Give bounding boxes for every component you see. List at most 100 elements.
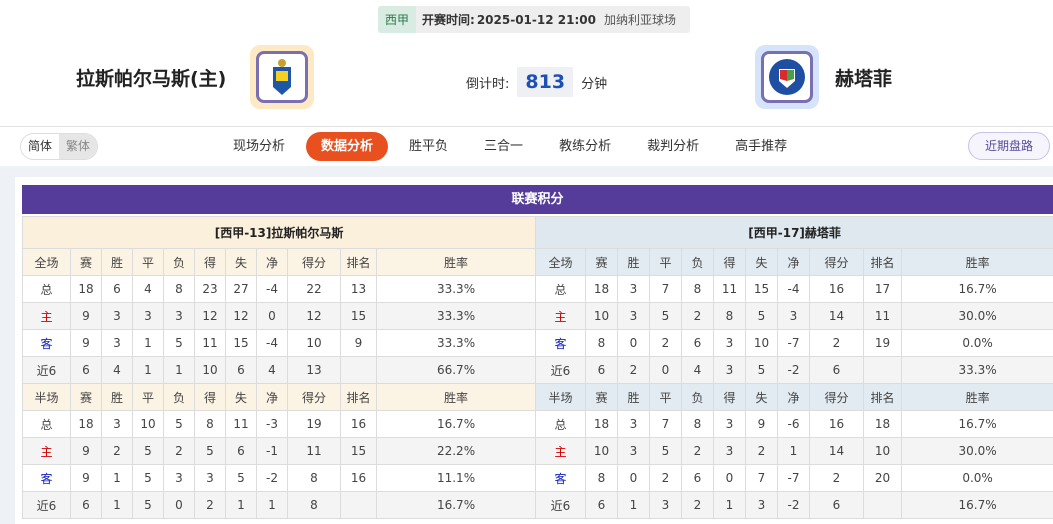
column-header: 全场 [22, 248, 71, 276]
header-row: 半场赛胜平负得失净得分 排名 胜率 [535, 383, 1053, 411]
cell: 6 [225, 437, 257, 465]
cell: 0 [713, 464, 746, 492]
column-header: 赛 [70, 383, 102, 411]
cell: 20 [863, 464, 902, 492]
column-header: 胜率 [375, 383, 537, 411]
tab-4[interactable]: 教练分析 [559, 139, 612, 154]
tab-0[interactable]: 现场分析 [233, 139, 286, 154]
column-header: 半场 [535, 383, 586, 411]
cell [863, 356, 902, 384]
column-header: 半场 [22, 383, 71, 411]
cell: 10 [287, 329, 341, 357]
cell: 4 [101, 356, 133, 384]
countdown-unit: 分钟 [581, 76, 608, 92]
row-label: 近6 [22, 356, 71, 384]
cell: -4 [256, 329, 288, 357]
cell: 11 [287, 437, 341, 465]
cell: -4 [777, 275, 810, 303]
cell: 16.7% [900, 275, 1053, 303]
cell: 2 [617, 356, 650, 384]
cell: -6 [777, 410, 810, 438]
table-row: 总 18 3 7 8 11 15 -4 16 17 16.7% [535, 275, 1053, 303]
cell: 10 [585, 437, 618, 465]
tab-6[interactable]: 高手推荐 [735, 139, 788, 154]
cell: 12 [287, 302, 341, 330]
cell: 15 [340, 437, 377, 465]
row-label: 总 [22, 410, 71, 438]
cell: 11 [863, 302, 902, 330]
home-team-name[interactable]: 拉斯帕尔马斯(主) [76, 68, 227, 90]
cell: 3 [777, 302, 810, 330]
column-header: 平 [132, 248, 164, 276]
home-team-logo[interactable] [250, 45, 314, 109]
tab-1[interactable]: 数据分析 [306, 132, 389, 161]
cell: 6 [809, 491, 864, 519]
row-label: 总 [535, 410, 586, 438]
table-row: 客 8 0 2 6 0 7 -7 2 20 0.0% [535, 464, 1053, 492]
cell: 5 [132, 464, 164, 492]
cell: 3 [713, 356, 746, 384]
column-header: 赛 [585, 248, 618, 276]
cell: 33.3% [900, 356, 1053, 384]
cell: 8 [163, 275, 195, 303]
cell: 10 [745, 329, 778, 357]
cell: 7 [649, 410, 682, 438]
cell: 0.0% [900, 329, 1053, 357]
column-header: 得 [194, 383, 226, 411]
cell: 5 [194, 437, 226, 465]
cell: 4 [132, 275, 164, 303]
countdown-label: 倒计时: [466, 76, 510, 92]
cell: 18 [863, 410, 902, 438]
cell: 14 [809, 437, 864, 465]
column-header: 排名 [863, 383, 902, 411]
cell: 3 [649, 491, 682, 519]
team-standings-title[interactable]: [西甲-13]拉斯帕尔马斯 [21, 216, 537, 249]
row-label: 客 [535, 464, 586, 492]
row-label: 近6 [535, 491, 586, 519]
cell: 7 [649, 275, 682, 303]
tab-2[interactable]: 胜平负 [409, 139, 449, 154]
tab-5[interactable]: 裁判分析 [647, 139, 700, 154]
column-header: 排名 [863, 248, 902, 276]
cell: 15 [745, 275, 778, 303]
column-header: 净 [256, 248, 288, 276]
cell: 9 [70, 464, 102, 492]
table-row: 主 10 3 5 2 3 2 1 14 10 30.0% [535, 437, 1053, 465]
cell: 12 [194, 302, 226, 330]
cell: 17 [863, 275, 902, 303]
column-header: 负 [681, 248, 714, 276]
recent-odds-button[interactable]: 近期盘路 [968, 132, 1050, 160]
cell: 18 [585, 410, 618, 438]
cell: 3 [617, 437, 650, 465]
tab-3[interactable]: 三合一 [484, 139, 524, 154]
cell: -7 [777, 464, 810, 492]
cell: 5 [745, 356, 778, 384]
cell: 1 [713, 491, 746, 519]
away-team-logo[interactable] [755, 45, 819, 109]
cell: -7 [777, 329, 810, 357]
column-header: 得 [713, 248, 746, 276]
column-header: 净 [777, 248, 810, 276]
match-time: 2025-01-12 21:00 [476, 12, 596, 27]
cell: 3 [617, 275, 650, 303]
cell: 33.3% [375, 275, 537, 303]
cell: 2 [809, 329, 864, 357]
cell: 33.3% [375, 302, 537, 330]
cell: 10 [194, 356, 226, 384]
league-tag[interactable]: 西甲 [378, 6, 417, 33]
lang-traditional[interactable]: 繁体 [59, 134, 98, 159]
team-standings-title[interactable]: [西甲-17]赫塔菲 [534, 216, 1053, 249]
cell: 3 [713, 437, 746, 465]
column-header: 胜 [101, 383, 133, 411]
cell [340, 491, 377, 519]
cell: 2 [194, 491, 226, 519]
lang-simplified[interactable]: 简体 [28, 139, 53, 153]
cell: 16.7% [900, 491, 1053, 519]
column-header: 失 [745, 248, 778, 276]
away-team-name[interactable]: 赫塔菲 [835, 68, 893, 90]
cell: 15 [340, 302, 377, 330]
cell: 6 [70, 491, 102, 519]
cell: 30.0% [900, 437, 1053, 465]
cell: 2 [681, 437, 714, 465]
language-toggle[interactable]: 简体 繁体 [20, 133, 99, 160]
